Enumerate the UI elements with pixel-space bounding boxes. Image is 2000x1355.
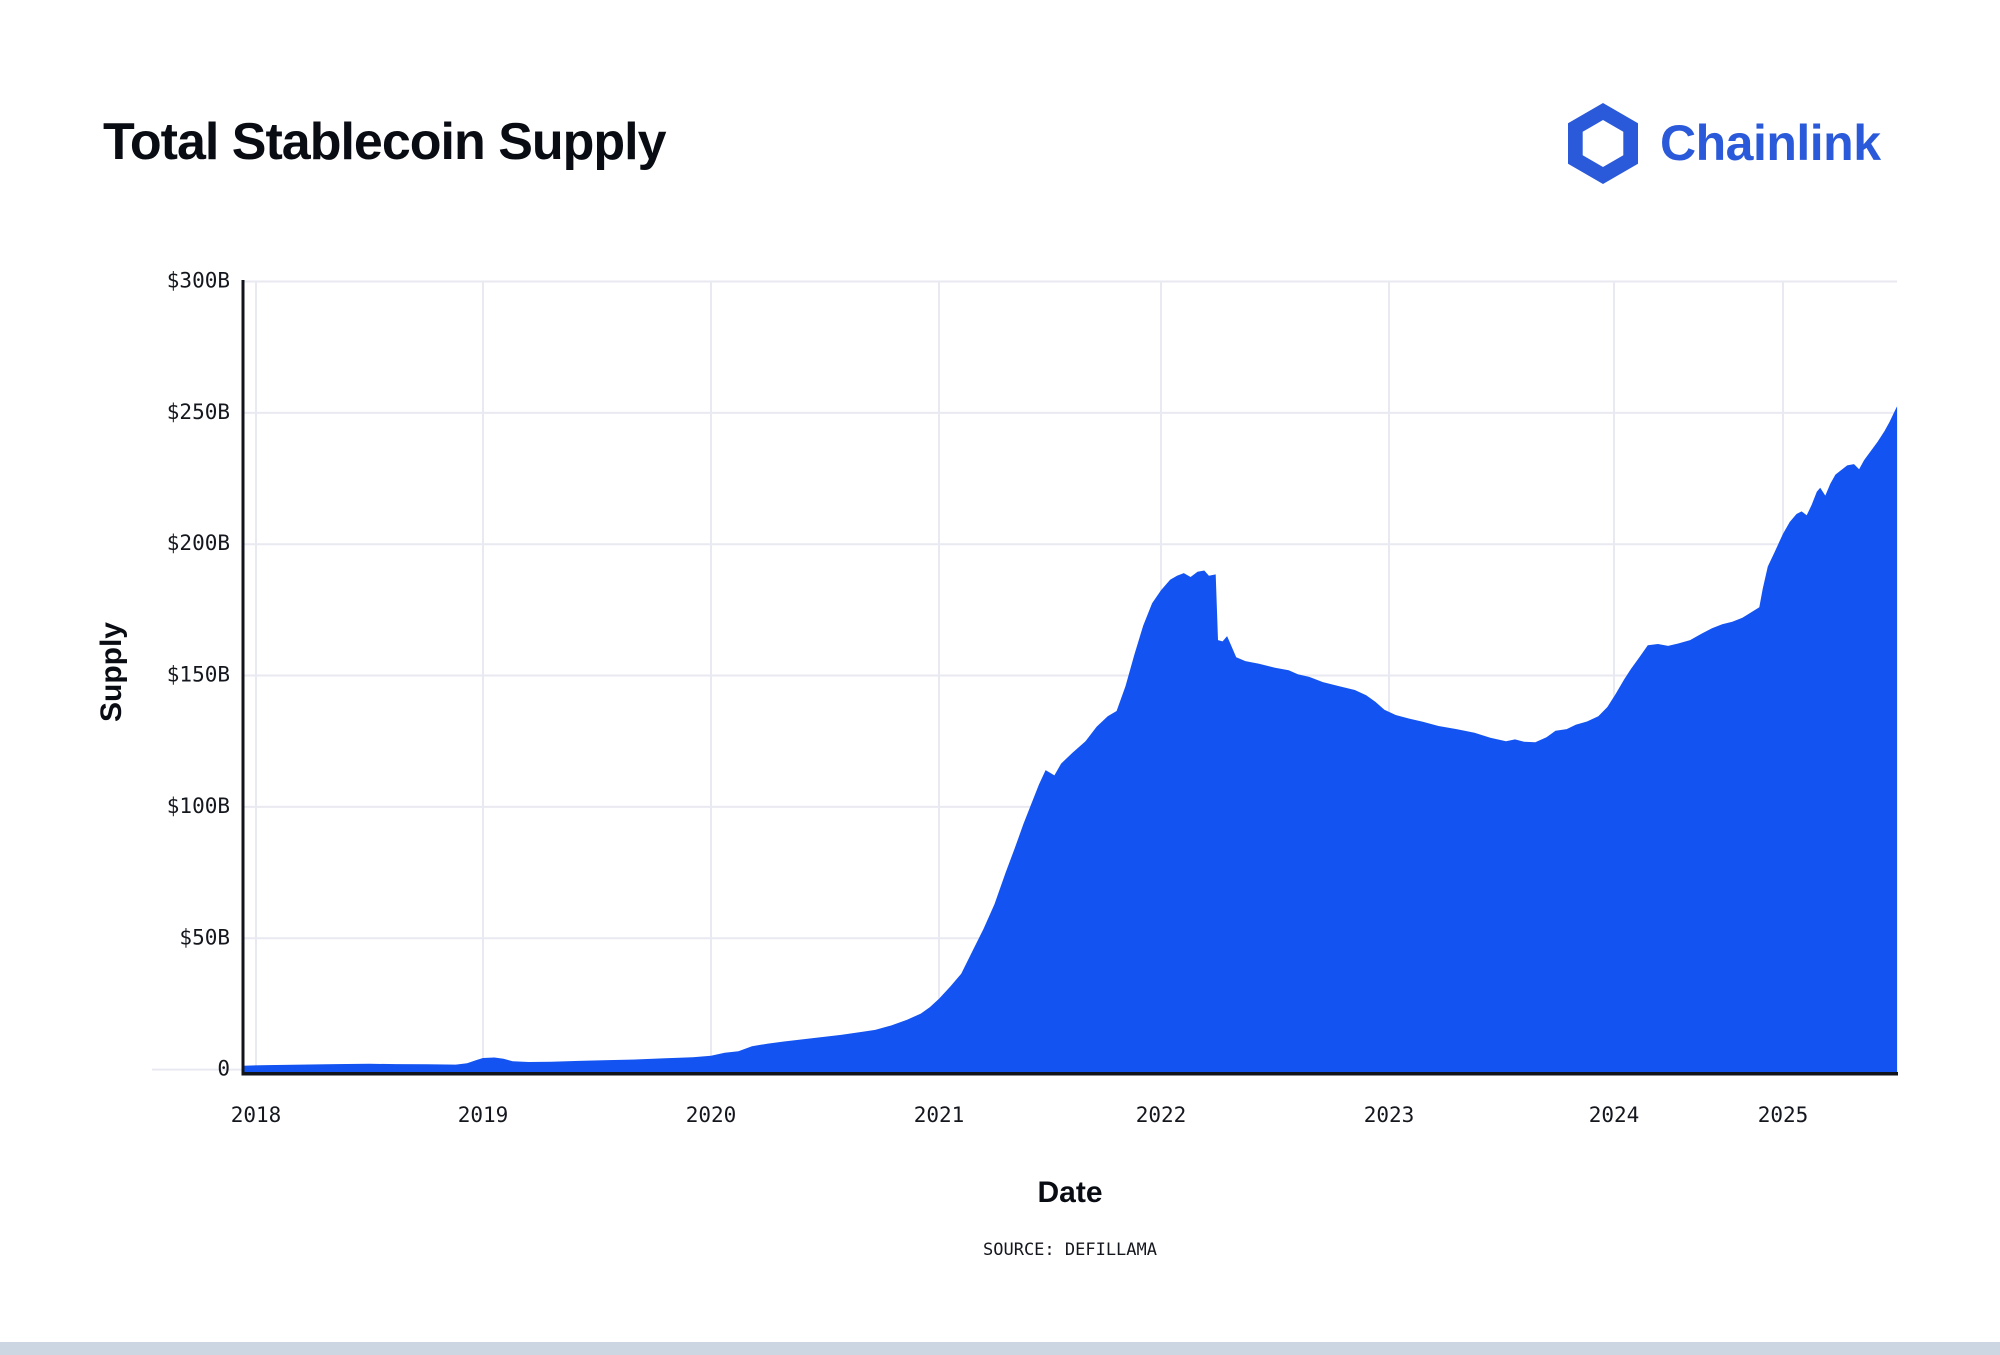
supply-area-series	[243, 406, 1898, 1073]
y-tick-label: 0	[217, 1057, 230, 1081]
x-tick-label: 2024	[1589, 1103, 1640, 1127]
x-tick-label: 2020	[686, 1103, 737, 1127]
chainlink-hexagon-icon	[1568, 103, 1638, 184]
page-title: Total Stablecoin Supply	[103, 113, 667, 171]
y-tick-label: $300B	[167, 269, 230, 293]
x-tick-label: 2018	[231, 1103, 282, 1127]
x-axis-title: Date	[1037, 1176, 1103, 1209]
y-tick-label: $100B	[167, 794, 230, 818]
x-tick-label: 2025	[1758, 1103, 1809, 1127]
x-tick-label: 2021	[914, 1103, 965, 1127]
y-axis-tick-labels: $300B $250B $200B $150B $100B $50B 0	[167, 269, 230, 1081]
y-tick-label: $200B	[167, 531, 230, 555]
source-note: SOURCE: DEFILLAMA	[983, 1240, 1157, 1260]
x-tick-label: 2022	[1136, 1103, 1187, 1127]
y-tick-label: $250B	[167, 400, 230, 424]
y-axis-title: Supply	[95, 622, 128, 723]
y-tick-label: $150B	[167, 663, 230, 687]
y-axis-line	[241, 280, 245, 1076]
bottom-bar	[0, 1342, 2000, 1355]
y-tick-label: $50B	[179, 925, 230, 949]
brand-logo: Chainlink	[1568, 103, 1908, 187]
x-tick-label: 2023	[1364, 1103, 1415, 1127]
x-tick-label: 2019	[458, 1103, 509, 1127]
x-axis-tick-labels: 2018 2019 2020 2021 2022 2023 2024 2025	[231, 1103, 1809, 1127]
brand-name: Chainlink	[1660, 115, 1881, 171]
x-axis-line	[241, 1072, 1898, 1076]
